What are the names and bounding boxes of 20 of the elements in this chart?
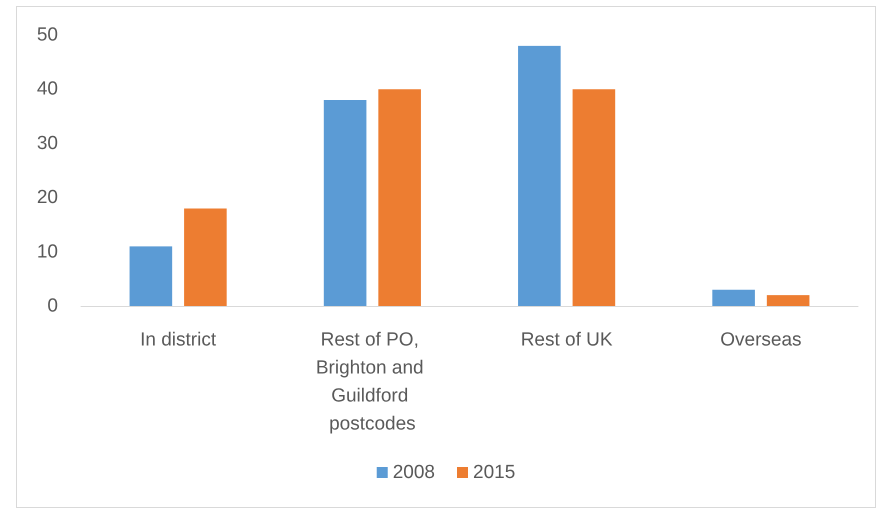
y-tick-label: 50 bbox=[36, 24, 58, 46]
x-tick-label: Rest of PO, Brighton and Guildford postcodes bbox=[316, 330, 429, 434]
y-tick-label: 10 bbox=[36, 241, 58, 262]
bar bbox=[572, 89, 616, 306]
x-tick-label: Overseas bbox=[720, 330, 802, 350]
y-tick-label: 0 bbox=[47, 296, 58, 316]
bar bbox=[130, 246, 172, 306]
x-tick-label: Rest of UK bbox=[520, 330, 613, 350]
bar bbox=[324, 100, 366, 306]
legend-label: 2015 bbox=[473, 462, 516, 483]
bar bbox=[712, 290, 755, 306]
bar bbox=[766, 295, 810, 306]
y-tick-label: 20 bbox=[36, 187, 58, 208]
x-tick-label: In district bbox=[140, 330, 217, 350]
bar bbox=[184, 208, 227, 306]
bar bbox=[518, 46, 561, 306]
legend-label: 2008 bbox=[392, 462, 436, 483]
y-tick-label: 30 bbox=[36, 132, 58, 154]
bar bbox=[378, 89, 421, 306]
y-tick-label: 40 bbox=[36, 78, 58, 100]
